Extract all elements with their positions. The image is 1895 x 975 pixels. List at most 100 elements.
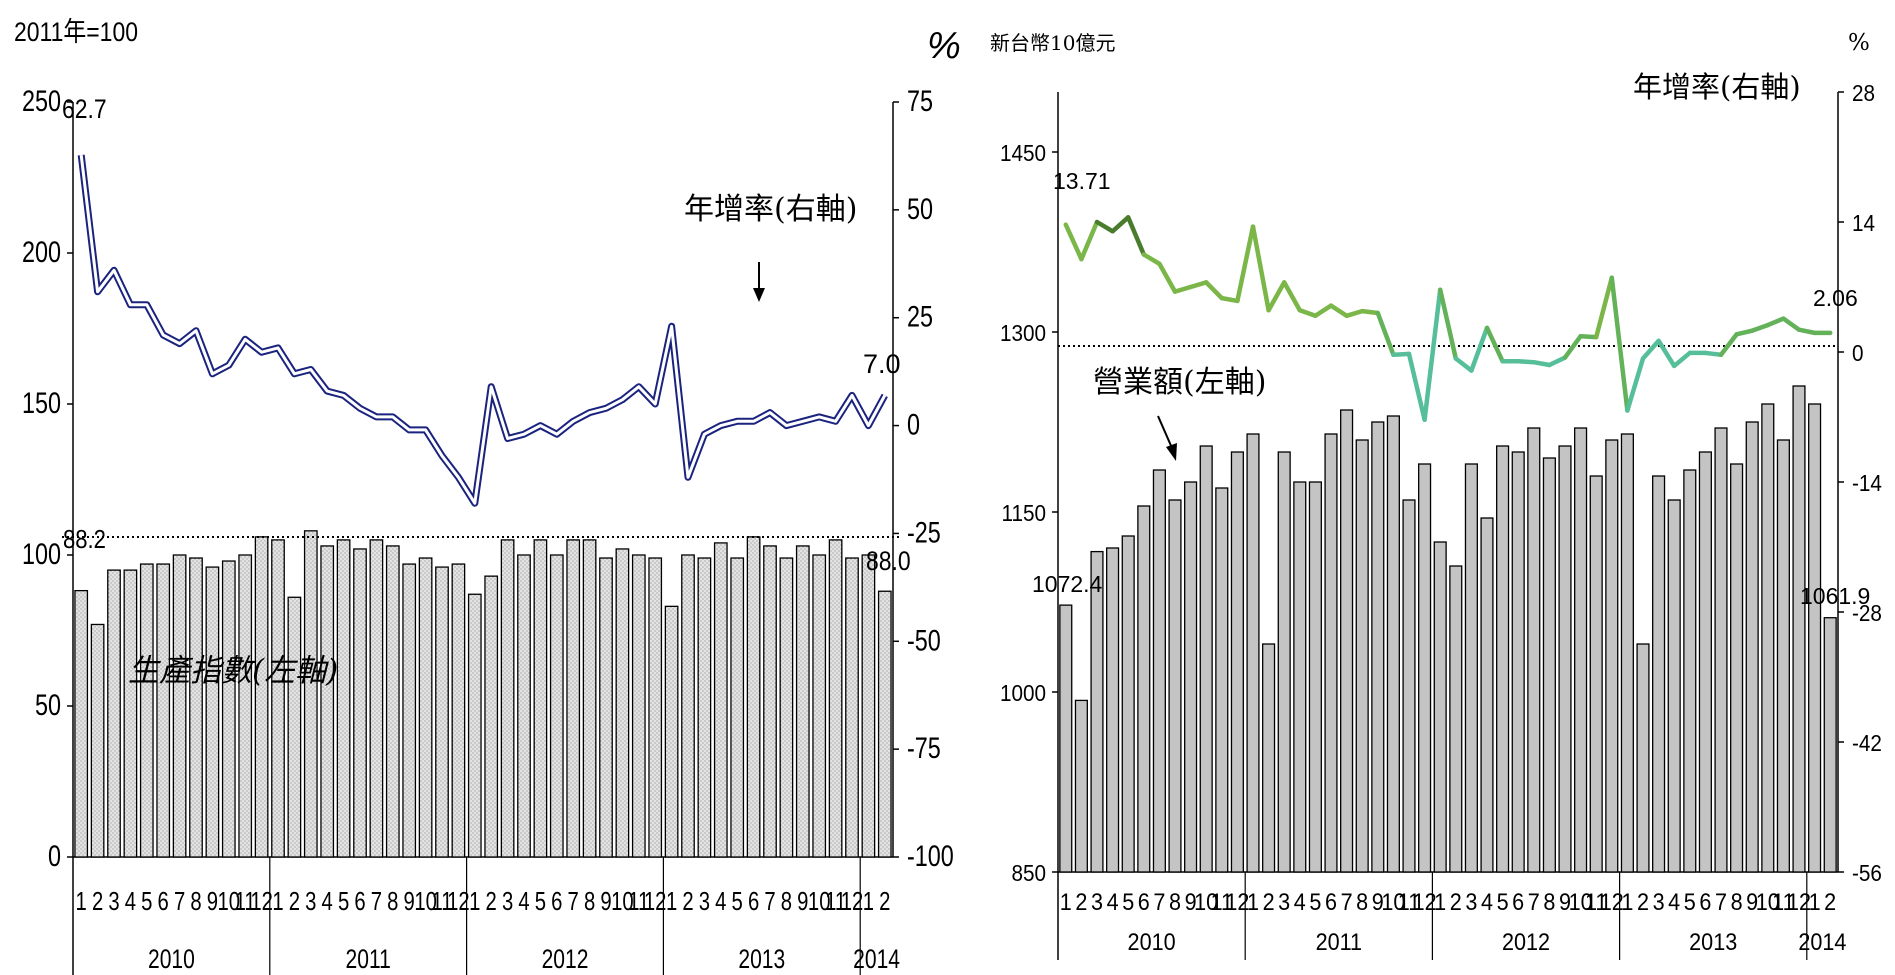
year-label: 2013 [1689, 928, 1737, 955]
bar [861, 554, 876, 858]
month-label: 4 [715, 887, 726, 916]
revenue-right-unit: % [1848, 30, 1870, 56]
revenue-amount-annotation: 營業額(左軸) [1093, 365, 1266, 400]
year-label: 2010 [148, 945, 195, 975]
bar [90, 623, 105, 858]
month-label: 9 [404, 887, 415, 916]
bar [1262, 643, 1276, 873]
right-tick-label: -50 [907, 624, 941, 657]
bar [730, 557, 745, 858]
month-label: 5 [1122, 888, 1134, 915]
month-label: 10 [414, 887, 437, 916]
bar [1106, 547, 1120, 873]
bar [1620, 433, 1634, 873]
month-label: 8 [1543, 888, 1555, 915]
rate-segment [1531, 359, 1552, 368]
month-label: 2 [92, 887, 103, 916]
rate-segment [1469, 325, 1490, 373]
bar [500, 539, 515, 858]
bar [1449, 565, 1463, 873]
month-label: 2 [1824, 888, 1836, 915]
year-label: 2011 [1316, 928, 1362, 955]
rate-segment [1391, 351, 1412, 358]
bar [1277, 451, 1291, 873]
bar [1823, 617, 1837, 873]
month-label: 12 [250, 887, 273, 916]
month-label: 3 [1278, 888, 1290, 915]
bar [205, 566, 220, 858]
month-label: 3 [1465, 888, 1477, 915]
bar [1418, 463, 1432, 873]
month-label: 3 [502, 887, 513, 916]
month-label: 1 [1434, 888, 1446, 915]
month-label: 8 [1169, 888, 1181, 915]
right-tick-label: -100 [907, 839, 954, 872]
production-rate-arrowhead [753, 288, 765, 302]
rate-segment [1110, 215, 1131, 234]
month-label: 7 [1528, 888, 1540, 915]
month-label: 12 [841, 887, 864, 916]
bar [418, 557, 433, 858]
month-label: 2 [289, 887, 300, 916]
bar [1574, 427, 1588, 873]
rate-segment [1796, 327, 1817, 336]
month-label: 8 [1731, 888, 1743, 915]
bar [1137, 505, 1151, 873]
year-label: 2014 [1798, 928, 1846, 955]
year-label: 2011 [346, 945, 391, 975]
rate-segment [1235, 224, 1256, 304]
bar [1730, 463, 1744, 873]
month-label: 11 [1585, 888, 1607, 915]
right-tick-label: -56 [1852, 860, 1882, 886]
rate-segment [1344, 308, 1365, 319]
bar [303, 530, 318, 858]
bar [1698, 451, 1712, 873]
left-tick-label: 0 [48, 839, 61, 872]
bar [435, 566, 449, 858]
rate-segment [1453, 356, 1474, 373]
month-label: 10 [1756, 888, 1780, 915]
bar [451, 563, 466, 858]
revenue-amount-arrow [1157, 415, 1173, 449]
year-label: 2014 [853, 945, 900, 975]
bar [1792, 385, 1806, 873]
month-label: 2 [1075, 888, 1087, 915]
month-label: 12 [1600, 888, 1624, 915]
production-index-annotation: 生產指數(左軸) [128, 653, 338, 689]
right-tick-label: 75 [907, 84, 933, 117]
bar [402, 563, 417, 858]
bar [779, 557, 794, 858]
month-label: 9 [1746, 888, 1758, 915]
production-chart: 2011年=100 % 050100150200250-100-75-50-25… [14, 17, 961, 975]
bar [1308, 481, 1322, 873]
month-label: 8 [1356, 888, 1368, 915]
bar [1480, 517, 1494, 873]
month-label: 4 [1294, 888, 1306, 915]
month-label: 9 [1185, 888, 1197, 915]
rate-segment [1734, 328, 1755, 337]
bar [713, 542, 728, 858]
right-tick-label: -28 [1852, 600, 1882, 626]
rate-segment [1157, 261, 1178, 294]
month-label: 5 [1309, 888, 1321, 915]
bar [1184, 481, 1198, 873]
month-label: 6 [1699, 888, 1711, 915]
month-label: 10 [1569, 888, 1593, 915]
bar [795, 545, 810, 858]
bar [599, 557, 613, 858]
bar [467, 593, 482, 858]
rate-segment [1593, 275, 1615, 340]
left-tick-label: 1150 [1001, 500, 1046, 526]
month-label: 1 [1809, 888, 1821, 915]
right-tick-label: 0 [907, 408, 920, 441]
left-tick-label: 100 [22, 537, 61, 570]
year-label: 2012 [1502, 928, 1550, 955]
month-label: 12 [1225, 888, 1249, 915]
bar [189, 557, 203, 858]
rate-segment [1281, 280, 1303, 313]
bar [1386, 415, 1400, 873]
month-label: 2 [682, 887, 693, 916]
month-label: 2 [1450, 888, 1462, 915]
